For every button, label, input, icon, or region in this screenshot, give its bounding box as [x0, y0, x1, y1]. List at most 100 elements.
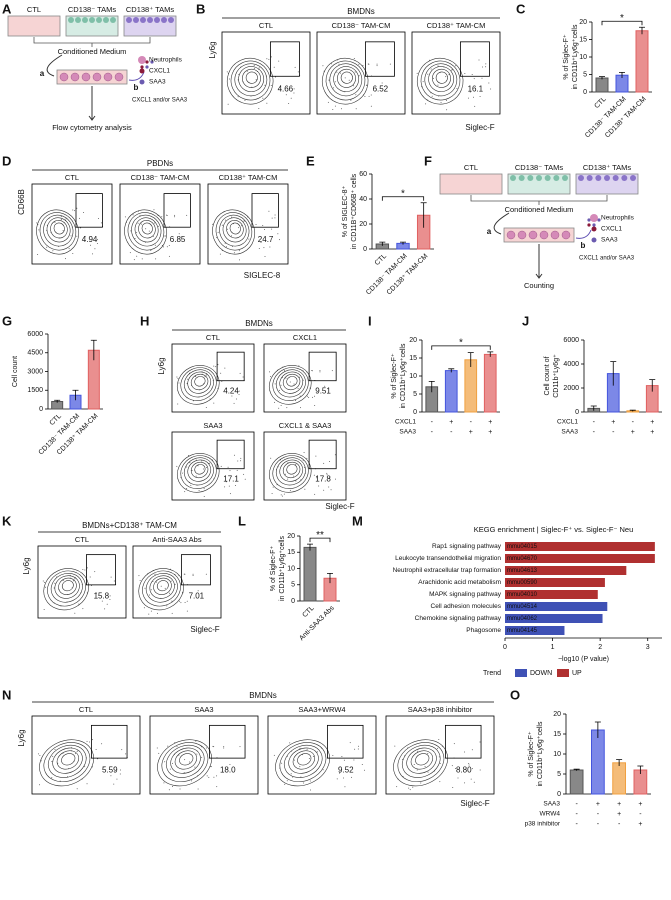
contour — [39, 212, 77, 251]
contour — [279, 371, 304, 394]
y-tick-label: 5 — [583, 71, 587, 78]
event-dot — [328, 486, 330, 488]
x-tick-label: CD138⁺ TAM-CM — [386, 253, 430, 297]
event-dot — [155, 258, 157, 260]
contour — [194, 376, 206, 387]
condition-label: p38 inhibitor — [525, 821, 561, 828]
gate — [208, 724, 246, 759]
event-dot — [292, 776, 294, 778]
event-dot — [322, 769, 324, 771]
event-dot — [355, 94, 357, 96]
plot-frame — [316, 31, 406, 115]
y-axis-label: in CD11b⁺Ly6g⁺cells — [572, 24, 579, 89]
y-tick-label: 6000 — [563, 337, 579, 344]
event-dot — [166, 214, 168, 216]
event-dot — [224, 219, 226, 221]
legend-label: SAA3 — [149, 79, 166, 86]
chart-title: KEGG enrichment | Siglec-F⁺ vs. Siglec-F… — [474, 525, 634, 534]
event-dot — [190, 484, 192, 486]
contour — [194, 464, 206, 475]
event-dot — [228, 78, 230, 80]
event-dot — [284, 783, 286, 785]
condition-sign: - — [593, 419, 596, 426]
y-tick-label: 4500 — [27, 350, 43, 357]
contour — [183, 457, 214, 486]
event-dot — [482, 66, 484, 68]
event-dot — [229, 493, 231, 495]
event-dot — [280, 494, 282, 496]
significance-bracket — [601, 20, 643, 26]
cell — [544, 175, 551, 181]
bar — [505, 602, 608, 611]
event-dot — [231, 395, 233, 397]
event-dot — [213, 402, 215, 404]
event-dot — [138, 575, 140, 577]
readout-label: Flow cytometry analysis — [52, 123, 132, 132]
event-dot — [293, 88, 295, 90]
y-tick-label: 1500 — [27, 387, 43, 394]
panel-letter: C — [516, 1, 526, 16]
event-dot — [338, 63, 340, 65]
contour — [156, 580, 169, 592]
y-tick-label: 0 — [583, 89, 587, 96]
event-dot — [237, 96, 239, 98]
event-dot — [223, 747, 225, 749]
event-dot — [425, 103, 427, 105]
event-dot — [164, 761, 166, 763]
y-tick-label: 15 — [579, 36, 587, 43]
condition-sign: - — [575, 801, 578, 808]
event-dot — [238, 259, 240, 261]
event-dot — [339, 772, 341, 774]
path-label: a — [487, 227, 492, 236]
event-dot — [262, 224, 264, 226]
contour — [36, 209, 79, 255]
error-bar — [619, 72, 625, 78]
event-dot — [299, 766, 301, 768]
well-label: CD138⁻ TAMs — [68, 5, 117, 14]
y-tick-label: 10 — [409, 373, 417, 380]
medium-label: Conditioned Medium — [505, 205, 574, 214]
y-axis-label: Ly6g — [17, 729, 26, 746]
neutrophil — [506, 230, 516, 240]
legend-swatch — [138, 56, 146, 64]
contour — [187, 459, 212, 482]
contour — [279, 742, 327, 783]
contour — [416, 57, 464, 105]
condition-label: CXCL1 — [395, 419, 416, 426]
contour — [58, 577, 77, 595]
event-dot — [353, 57, 355, 59]
event-dot — [80, 227, 82, 229]
bar — [505, 566, 627, 575]
event-dot — [464, 751, 466, 753]
event-dot — [342, 777, 344, 779]
event-dot — [154, 222, 156, 224]
event-dot — [74, 753, 76, 755]
contour — [61, 753, 76, 766]
event-dot — [227, 466, 229, 468]
x-tick-label: CTL — [49, 413, 63, 427]
event-dot — [278, 239, 280, 241]
x-tick-label: CTL — [301, 605, 315, 619]
event-dot — [270, 85, 272, 87]
contour — [43, 742, 91, 783]
condition-sign: - — [450, 429, 453, 436]
plot-frame — [207, 183, 289, 265]
event-dot — [148, 230, 150, 232]
event-dot — [203, 496, 205, 498]
event-dot — [284, 370, 286, 372]
bar — [505, 590, 598, 599]
event-dot — [285, 377, 287, 379]
event-dot — [299, 376, 301, 378]
event-dot — [341, 755, 343, 757]
contour — [292, 750, 316, 770]
event-dot — [178, 233, 180, 235]
contour — [393, 739, 448, 787]
event-dot — [231, 235, 233, 237]
y-axis-label: Cell count — [12, 356, 19, 387]
y-axis-label: % of SIGLEC-8⁺ — [342, 185, 349, 237]
event-dot — [176, 465, 178, 467]
bar — [635, 30, 649, 93]
event-dot — [189, 761, 191, 763]
path-label: b — [134, 83, 139, 92]
event-dot — [455, 65, 457, 67]
